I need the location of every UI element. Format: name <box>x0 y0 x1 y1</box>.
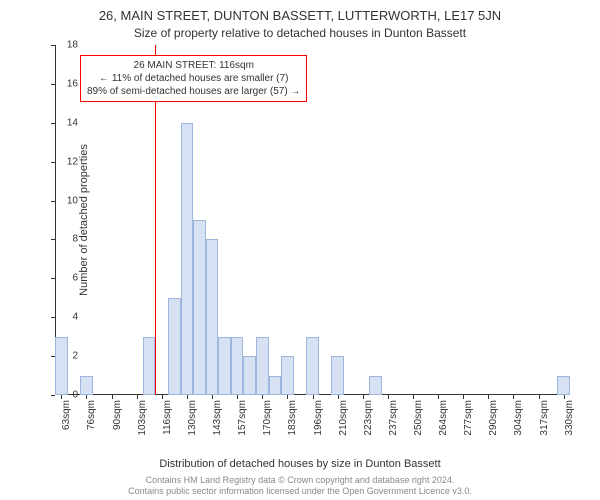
x-tick-mark <box>162 395 163 399</box>
x-tick-mark <box>413 395 414 399</box>
x-tick-label: 116sqm <box>162 400 173 440</box>
x-tick-label: 290sqm <box>488 400 499 440</box>
histogram-bar <box>369 376 382 395</box>
histogram-bar <box>243 356 256 395</box>
histogram-bar <box>80 376 93 395</box>
histogram-bar <box>231 337 244 395</box>
attribution-line-2: Contains public sector information licen… <box>0 486 600 497</box>
x-tick-mark <box>488 395 489 399</box>
histogram-bar <box>193 220 206 395</box>
x-axis-label: Distribution of detached houses by size … <box>159 458 440 470</box>
x-tick-mark <box>287 395 288 399</box>
x-tick-label: 183sqm <box>287 400 298 440</box>
x-tick-label: 90sqm <box>112 400 123 440</box>
x-tick-label: 143sqm <box>212 400 223 440</box>
attribution-line-1: Contains HM Land Registry data © Crown c… <box>0 475 600 486</box>
x-tick-mark <box>564 395 565 399</box>
x-tick-mark <box>363 395 364 399</box>
info-line-1: 26 MAIN STREET: 116sqm <box>87 59 300 72</box>
y-tick-label: 4 <box>53 312 78 323</box>
x-tick-mark <box>388 395 389 399</box>
x-tick-label: 63sqm <box>61 400 72 440</box>
x-tick-label: 250sqm <box>413 400 424 440</box>
info-box: 26 MAIN STREET: 116sqm ← 11% of detached… <box>80 55 307 102</box>
info-line-3: 89% of semi-detached houses are larger (… <box>87 85 300 98</box>
x-tick-label: 330sqm <box>564 400 575 440</box>
x-tick-label: 130sqm <box>187 400 198 440</box>
histogram-bar <box>55 337 68 395</box>
x-tick-label: 157sqm <box>237 400 248 440</box>
y-tick-label: 8 <box>53 234 78 245</box>
y-tick-label: 0 <box>53 390 78 401</box>
x-tick-label: 170sqm <box>262 400 273 440</box>
x-tick-label: 223sqm <box>363 400 374 440</box>
info-line-2: ← 11% of detached houses are smaller (7) <box>87 72 300 85</box>
x-tick-label: 210sqm <box>338 400 349 440</box>
x-tick-label: 304sqm <box>513 400 524 440</box>
histogram-bar <box>206 239 219 395</box>
histogram-bar <box>281 356 294 395</box>
y-tick-label: 12 <box>53 156 78 167</box>
histogram-bar <box>143 337 156 395</box>
x-tick-label: 237sqm <box>388 400 399 440</box>
x-tick-label: 103sqm <box>137 400 148 440</box>
x-tick-mark <box>539 395 540 399</box>
x-tick-label: 317sqm <box>539 400 550 440</box>
chart-subtitle: Size of property relative to detached ho… <box>0 23 600 40</box>
y-tick-label: 14 <box>53 117 78 128</box>
y-tick-label: 6 <box>53 273 78 284</box>
histogram-bar <box>306 337 319 395</box>
x-tick-mark <box>86 395 87 399</box>
y-tick-label: 18 <box>53 40 78 51</box>
x-tick-mark <box>137 395 138 399</box>
x-tick-mark <box>513 395 514 399</box>
y-tick-label: 10 <box>53 195 78 206</box>
histogram-bar <box>331 356 344 395</box>
histogram-bar <box>218 337 231 395</box>
x-tick-mark <box>262 395 263 399</box>
chart-title: 26, MAIN STREET, DUNTON BASSETT, LUTTERW… <box>0 0 600 23</box>
y-tick-label: 2 <box>53 351 78 362</box>
x-tick-mark <box>463 395 464 399</box>
x-tick-label: 277sqm <box>463 400 474 440</box>
histogram-bar <box>181 123 194 395</box>
histogram-bar <box>557 376 570 395</box>
histogram-bar <box>269 376 282 395</box>
x-tick-label: 264sqm <box>438 400 449 440</box>
plot-area: 26 MAIN STREET: 116sqm ← 11% of detached… <box>55 45 570 395</box>
x-tick-mark <box>212 395 213 399</box>
y-tick-label: 16 <box>53 78 78 89</box>
x-tick-mark <box>438 395 439 399</box>
x-tick-mark <box>237 395 238 399</box>
x-tick-label: 196sqm <box>313 400 324 440</box>
histogram-bar <box>168 298 181 395</box>
histogram-bar <box>256 337 269 395</box>
attribution: Contains HM Land Registry data © Crown c… <box>0 475 600 497</box>
x-tick-mark <box>112 395 113 399</box>
x-tick-mark <box>338 395 339 399</box>
x-tick-mark <box>313 395 314 399</box>
x-tick-mark <box>187 395 188 399</box>
x-tick-label: 76sqm <box>86 400 97 440</box>
